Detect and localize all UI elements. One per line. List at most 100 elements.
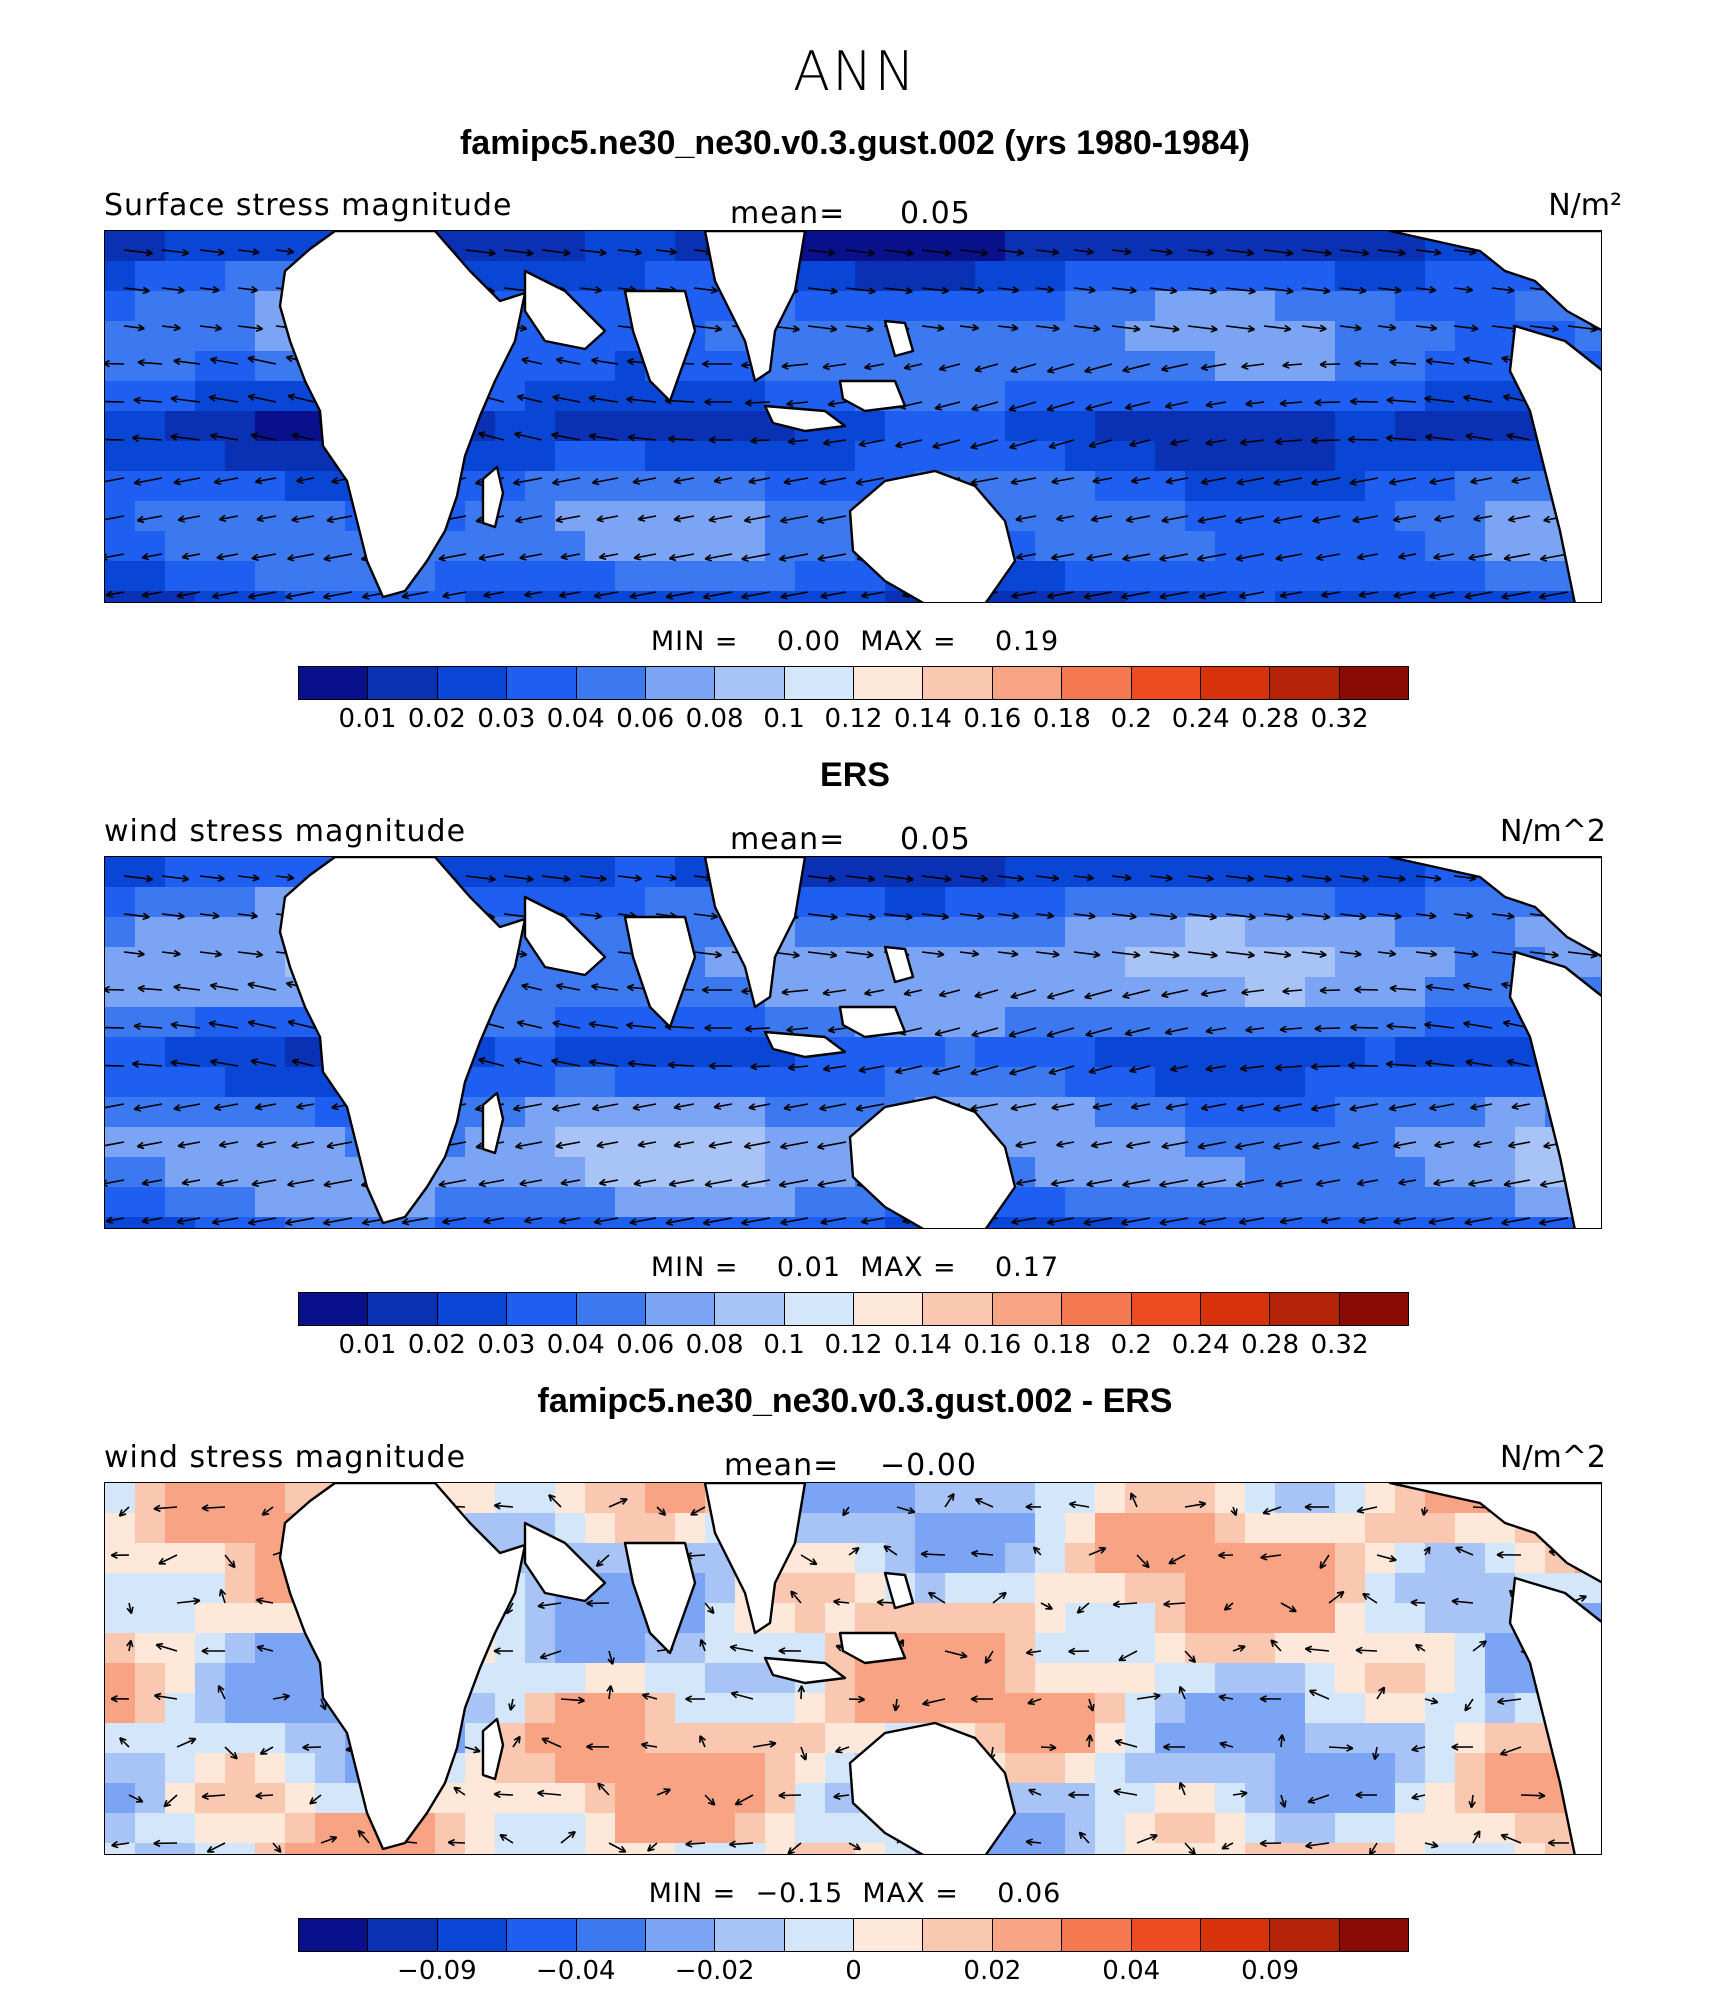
field-cell xyxy=(195,1543,226,1574)
field-cell xyxy=(105,291,136,322)
wind-vector xyxy=(1035,874,1060,882)
field-cell xyxy=(1215,887,1246,918)
wind-vector xyxy=(864,362,885,371)
field-cell xyxy=(105,381,136,412)
field-cell xyxy=(855,321,886,352)
field-cell xyxy=(855,1217,886,1228)
field-cell xyxy=(645,1813,676,1844)
field-cell xyxy=(825,291,856,322)
wind-vector xyxy=(1015,1140,1037,1149)
wind-vector xyxy=(579,912,603,920)
field-cell xyxy=(105,1483,136,1514)
field-cell xyxy=(945,381,976,412)
field-cell xyxy=(1395,411,1426,442)
field-cell xyxy=(825,1723,856,1754)
wind-vector xyxy=(598,552,619,561)
wind-vector xyxy=(938,989,961,998)
field-cell xyxy=(1155,1543,1186,1574)
field-cell xyxy=(195,1573,226,1604)
field-cell xyxy=(1245,887,1276,918)
field-cell xyxy=(1365,1813,1396,1844)
wind-vector xyxy=(519,1179,543,1187)
wind-vector xyxy=(123,249,153,257)
wind-vector xyxy=(1085,1734,1094,1748)
wind-vector xyxy=(974,1498,994,1508)
field-cell xyxy=(945,887,976,918)
field-cell xyxy=(195,887,226,918)
field-cell xyxy=(975,261,1006,292)
wind-vector xyxy=(743,515,771,524)
field-cell xyxy=(555,441,586,472)
wind-vector xyxy=(1262,1506,1282,1515)
field-cell xyxy=(465,591,496,602)
field-cell xyxy=(255,351,286,382)
field-cell xyxy=(1065,977,1096,1008)
wind-vector xyxy=(822,988,847,997)
field-cell xyxy=(375,591,406,602)
wind-vector xyxy=(944,1650,968,1659)
field-cell xyxy=(705,1663,736,1694)
panel-1-minmax: MIN = 0.00 MAX = 0.19 xyxy=(0,626,1710,657)
wind-vector xyxy=(1225,913,1256,921)
field-cell xyxy=(945,1603,976,1634)
field-cell xyxy=(1245,1693,1276,1724)
field-cell xyxy=(795,1723,826,1754)
field-cell xyxy=(1425,1573,1456,1604)
wind-vector xyxy=(970,477,999,486)
field-cell xyxy=(105,1217,136,1228)
field-cell xyxy=(1155,261,1186,292)
field-cell xyxy=(1335,1097,1366,1128)
wind-vector xyxy=(693,950,723,959)
field-cell xyxy=(255,1513,286,1544)
field-cell xyxy=(1215,321,1246,352)
field-cell xyxy=(615,381,646,412)
field-cell xyxy=(1185,261,1216,292)
wind-vector xyxy=(1200,363,1227,372)
wind-vector xyxy=(524,1216,543,1224)
field-cell xyxy=(1365,1753,1396,1784)
field-cell xyxy=(1005,1843,1036,1854)
field-cell xyxy=(195,1783,226,1814)
wind-vector xyxy=(521,356,543,365)
wind-vector xyxy=(1472,1640,1487,1652)
wind-vector xyxy=(596,515,619,523)
wind-vector xyxy=(1279,1025,1303,1034)
wind-vector xyxy=(1310,1062,1341,1071)
wind-vector xyxy=(1125,1141,1151,1150)
wind-vector xyxy=(256,1140,277,1149)
field-cell xyxy=(555,1483,586,1514)
field-cell xyxy=(615,1753,646,1784)
field-cell xyxy=(105,1573,136,1604)
wind-vector xyxy=(1046,591,1075,600)
field-cell xyxy=(1125,261,1156,292)
field-cell xyxy=(825,857,856,888)
panel-1-title: famipc5.ne30_ne30.v0.3.gust.002 (yrs 198… xyxy=(459,124,1251,162)
field-cell xyxy=(1485,917,1516,948)
wind-vector xyxy=(1377,323,1397,332)
field-cell xyxy=(1275,471,1306,502)
field-cell xyxy=(825,1813,856,1844)
wind-vector xyxy=(128,1794,144,1803)
field-cell xyxy=(975,917,1006,948)
wind-vector xyxy=(1453,950,1479,958)
field-cell xyxy=(1125,917,1156,948)
field-cell xyxy=(1155,471,1186,502)
field-cell xyxy=(225,591,256,602)
field-cell xyxy=(1005,411,1036,442)
wind-vector xyxy=(1259,1695,1282,1703)
wind-vector xyxy=(959,323,980,332)
field-cell xyxy=(735,1663,766,1694)
panel-3-minmax: MIN = −0.15 MAX = 0.06 xyxy=(0,1878,1710,1909)
field-cell xyxy=(1005,1007,1036,1038)
wind-vector xyxy=(807,874,836,883)
field-cell xyxy=(135,1663,166,1694)
field-cell xyxy=(1455,1187,1486,1218)
field-cell xyxy=(1425,1603,1456,1634)
field-cell xyxy=(1275,1783,1306,1814)
wind-vector xyxy=(1434,514,1455,523)
field-cell xyxy=(675,1693,706,1724)
field-cell xyxy=(795,351,826,382)
field-cell xyxy=(1545,1843,1576,1854)
field-cell xyxy=(1395,1663,1426,1694)
wind-vector xyxy=(133,396,163,405)
